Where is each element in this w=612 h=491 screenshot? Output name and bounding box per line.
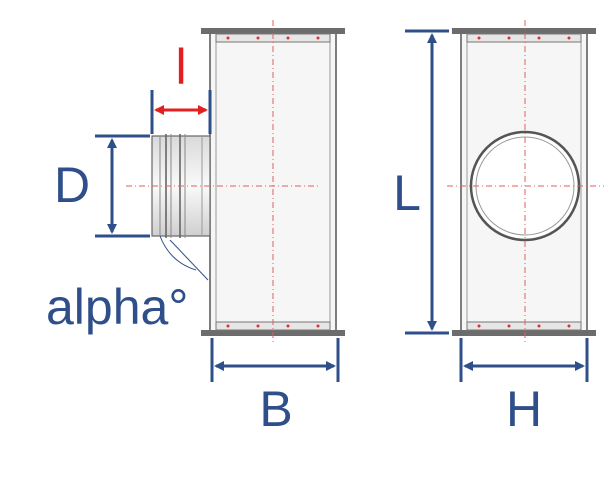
- front-top-flange: [452, 28, 596, 43]
- dimension-d: D: [54, 134, 150, 238]
- label-d: D: [54, 157, 90, 213]
- alpha-leader-line: [169, 239, 209, 281]
- dimension-l-upper: L: [393, 29, 449, 335]
- label-b: B: [259, 381, 292, 437]
- label-alpha: alpha°: [46, 279, 188, 335]
- front-bottom-flange: [452, 321, 596, 336]
- label-l-upper: L: [393, 165, 421, 221]
- dimension-b: B: [210, 338, 340, 437]
- label-h: H: [506, 381, 542, 437]
- dimension-h: H: [459, 338, 589, 437]
- front-view: [447, 20, 604, 345]
- alpha-angle-arc: [159, 235, 197, 271]
- dimension-l: l: [150, 39, 212, 134]
- label-l: l: [175, 39, 186, 95]
- side-view: [126, 20, 345, 345]
